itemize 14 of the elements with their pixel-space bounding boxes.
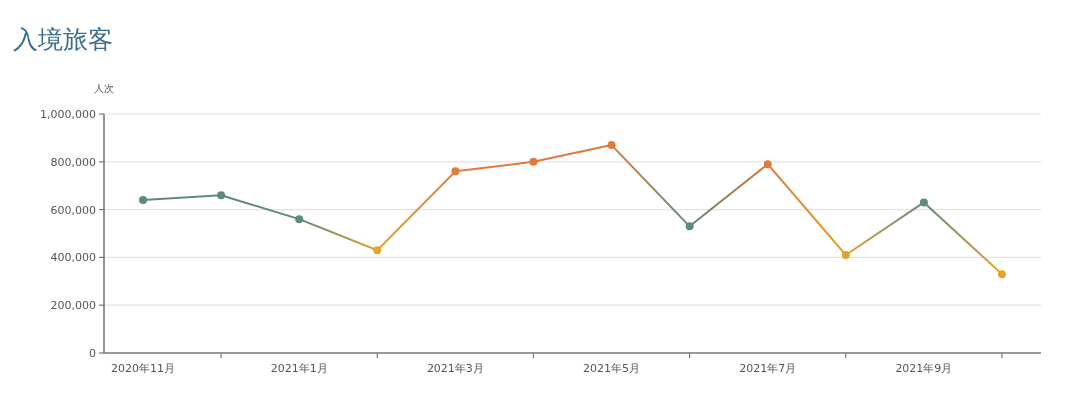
xtick-label: 2021年5月 [583,362,641,375]
ylabel: 人次 [94,83,114,94]
xtick-label: 2021年3月 [426,362,484,375]
ytick-label: 400,000 [50,251,96,265]
ytick-label: 0 [89,347,96,360]
ytick-label: 1,000,000 [40,108,96,121]
xtick-label: 2021年1月 [270,362,328,375]
xtick-label: 2021年9月 [895,362,953,375]
ytick-label: 600,000 [50,203,96,217]
xtick-label: 2020年11月 [111,362,176,375]
xtick-label: 2021年7月 [739,362,797,375]
title: 入境旅客 [13,25,113,54]
ytick-label: 800,000 [50,155,96,169]
ytick-label: 200,000 [50,299,96,313]
